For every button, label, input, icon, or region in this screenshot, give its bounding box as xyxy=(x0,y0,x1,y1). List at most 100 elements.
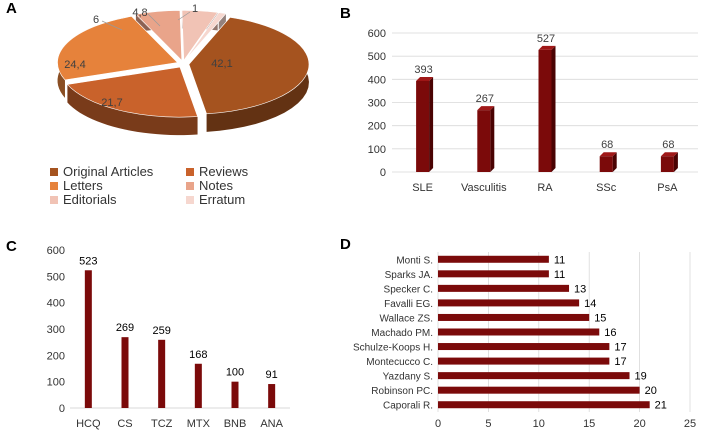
x-tick-label: 25 xyxy=(684,418,696,430)
x-tick-label: 15 xyxy=(583,418,595,430)
y-tick-label: Sparks JA. xyxy=(385,270,433,281)
pie-slice xyxy=(188,17,310,115)
bar xyxy=(268,384,276,408)
y-tick-label: Machado PM. xyxy=(371,328,433,339)
legend-label: Reviews xyxy=(199,164,249,179)
bar-value-label: 11 xyxy=(554,269,565,281)
x-tick-label: SSc xyxy=(596,182,617,194)
bar xyxy=(438,299,580,307)
pie-slice xyxy=(181,10,219,62)
x-tick-label: 20 xyxy=(633,418,645,430)
panel-label-a: A xyxy=(6,0,17,17)
panel-label-b: B xyxy=(340,5,351,22)
x-tick-label: Vasculitis xyxy=(461,182,507,194)
y-tick-label: Wallace ZS. xyxy=(379,313,433,324)
y-tick-label: Montecucco C. xyxy=(366,357,433,368)
bar xyxy=(194,363,202,408)
x-tick-label: 10 xyxy=(533,418,545,430)
legend-item: Reviews xyxy=(186,164,248,179)
bar-value-label: 168 xyxy=(189,349,207,361)
pie-value-label: 24,4 xyxy=(64,59,85,71)
bar-side xyxy=(429,76,434,172)
bar xyxy=(438,270,549,278)
bar-top xyxy=(599,152,617,157)
y-tick-label: 600 xyxy=(368,28,386,40)
bar xyxy=(438,284,570,292)
bar-value-label: 21 xyxy=(655,400,667,412)
y-tick-label: 500 xyxy=(368,51,386,63)
x-tick-label: TCZ xyxy=(151,418,173,430)
bar-value-label: 20 xyxy=(645,385,657,397)
bar-value-label: 68 xyxy=(662,139,674,151)
legend-item: Original Articles xyxy=(50,164,153,179)
bar xyxy=(438,372,630,380)
bar-value-label: 269 xyxy=(116,322,134,334)
y-tick-label: 100 xyxy=(368,144,386,156)
y-tick-label: 500 xyxy=(47,271,65,283)
bar xyxy=(438,255,549,263)
bar-value-label: 17 xyxy=(614,356,626,368)
legend-swatch xyxy=(50,167,58,176)
bar-value-label: 13 xyxy=(574,283,586,295)
y-tick-label: 300 xyxy=(368,98,386,110)
y-tick-label: 200 xyxy=(47,350,65,362)
legend-item: Erratum xyxy=(186,192,245,207)
pie-slice xyxy=(57,16,179,81)
y-tick-label: 300 xyxy=(47,324,65,336)
y-tick-label: Robinson PC. xyxy=(371,386,433,397)
bar-side xyxy=(551,45,556,172)
bar-top xyxy=(477,106,495,111)
bar-value-label: 100 xyxy=(226,367,244,379)
bar xyxy=(438,328,600,336)
legend-swatch xyxy=(186,181,194,190)
bar-chart-c: 0 100 200 300 400 500 600 523 HCQ 269 CS 259 TCZ 168 M… xyxy=(47,245,290,430)
y-tick-label: 0 xyxy=(380,167,386,179)
x-tick-label: RA xyxy=(537,182,553,194)
panel-label-d: D xyxy=(340,236,351,253)
leader-line xyxy=(101,20,123,31)
pie-value-label: 21,7 xyxy=(101,97,122,109)
bar xyxy=(416,80,430,172)
bar-value-label: 259 xyxy=(152,325,170,337)
legend-label: Editorials xyxy=(63,192,117,207)
x-tick-label: SLE xyxy=(412,182,433,194)
y-tick-label: Schulze-Koops H. xyxy=(353,343,433,354)
legend-item: Letters xyxy=(50,178,103,193)
bar-value-label: 16 xyxy=(604,327,616,339)
bar-chart-d: 0 5 10 15 20 25 11 Monti S. 11 Sparks JA. 13 Specke… xyxy=(353,252,696,430)
y-tick-label: 100 xyxy=(47,377,65,389)
legend-item: Notes xyxy=(186,178,233,193)
leader-line xyxy=(147,13,161,27)
legend-item: Editorials xyxy=(50,192,116,207)
x-tick-label: ANA xyxy=(260,418,283,430)
bar xyxy=(538,49,552,172)
legend-label: Erratum xyxy=(199,192,246,207)
bar xyxy=(599,156,613,172)
bar-top xyxy=(416,76,434,81)
y-tick-label: Monti S. xyxy=(396,255,433,266)
bar-value-label: 393 xyxy=(414,64,432,76)
x-tick-label: BNB xyxy=(224,418,247,430)
pie-value-label: 6 xyxy=(93,14,99,26)
legend-label: Notes xyxy=(199,178,233,193)
legend-swatch xyxy=(186,195,194,204)
bar-value-label: 14 xyxy=(584,298,596,310)
bar-value-label: 17 xyxy=(614,342,626,354)
bar-side xyxy=(490,106,495,172)
bar-value-label: 15 xyxy=(594,312,606,324)
bar-value-label: 68 xyxy=(601,139,613,151)
legend-swatch xyxy=(50,181,58,190)
pie-value-label: 4,8 xyxy=(132,7,147,19)
y-tick-label: 200 xyxy=(368,121,386,133)
bar-top xyxy=(538,45,556,50)
pie-slice xyxy=(66,66,198,118)
y-tick-label: 400 xyxy=(47,298,65,310)
bar xyxy=(84,270,92,408)
x-tick-label: PsA xyxy=(657,182,678,194)
legend-swatch xyxy=(186,167,194,176)
bar-side xyxy=(673,152,678,172)
bar-value-label: 267 xyxy=(476,93,494,105)
x-tick-label: 5 xyxy=(485,418,491,430)
pie-slice xyxy=(135,10,183,62)
bar xyxy=(158,339,166,408)
